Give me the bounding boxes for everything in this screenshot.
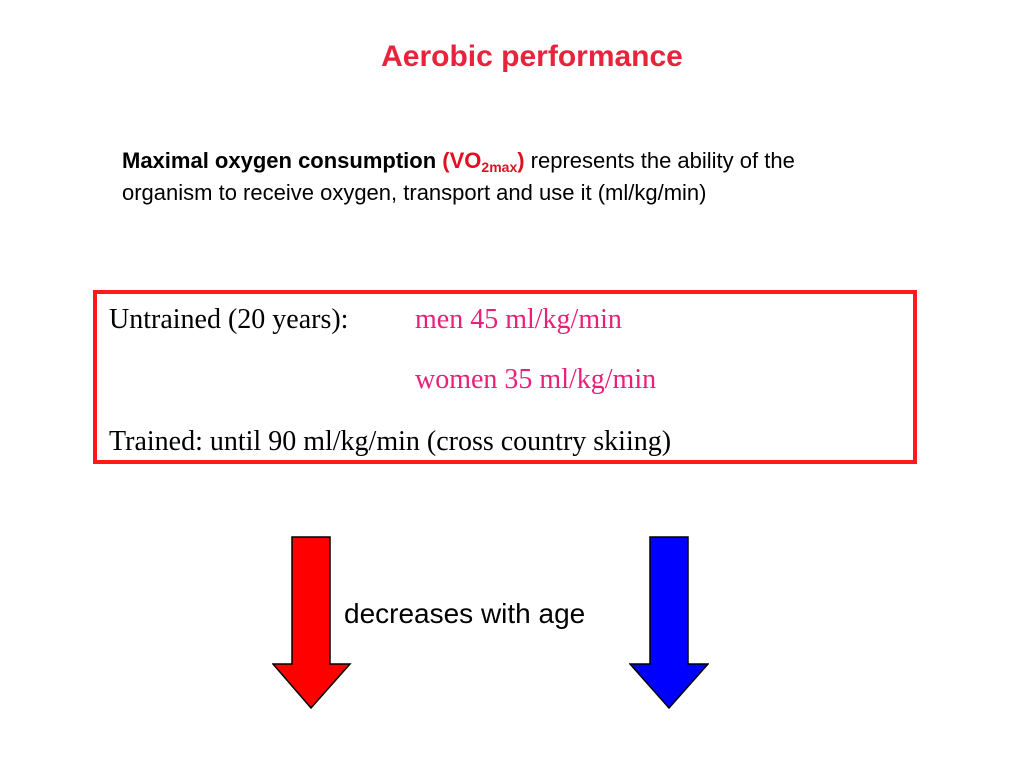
red-arrow-shape [272, 536, 352, 710]
abbreviation-main: (VO [442, 148, 482, 173]
definition-text: represents the ability of the organism t… [122, 148, 795, 205]
blue-down-arrow-icon [629, 536, 709, 710]
untrained-label: Untrained (20 years): [109, 304, 349, 335]
women-value: women 35 ml/kg/min [415, 364, 657, 395]
red-down-arrow-icon [272, 536, 352, 710]
men-value: men 45 ml/kg/min [415, 304, 622, 335]
abbreviation-subscript: 2max [481, 159, 518, 175]
blue-arrow-shape [629, 536, 709, 710]
values-box: Untrained (20 years): men 45 ml/kg/min w… [93, 290, 917, 464]
age-caption: decreases with age [344, 598, 586, 629]
trained-row: Trained: until 90 ml/kg/min (cross count… [109, 426, 672, 457]
definition-term: Maximal oxygen consumption [122, 148, 437, 173]
slide-title: Aerobic performance [381, 40, 683, 73]
definition-paragraph: Maximal oxygen consumption (VO2max) repr… [122, 145, 862, 209]
abbreviation-close: ) [517, 148, 525, 173]
vo2max-abbreviation: (VO2max) [442, 148, 525, 175]
untrained-row: Untrained (20 years): men 45 ml/kg/min [109, 304, 622, 336]
